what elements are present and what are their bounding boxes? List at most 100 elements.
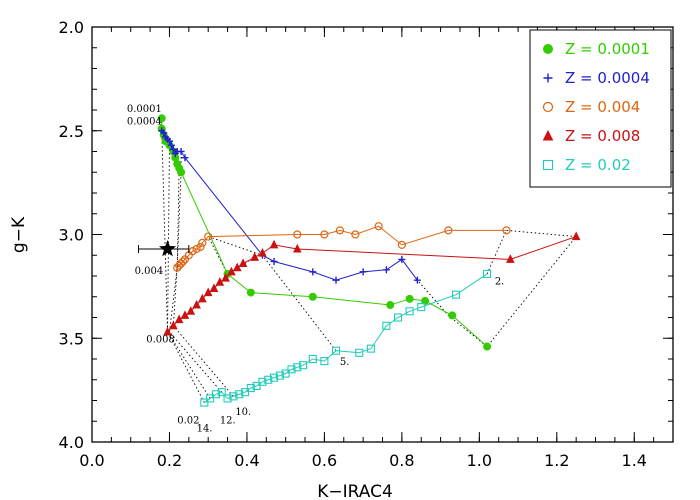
data-point xyxy=(417,303,426,312)
series xyxy=(163,231,581,336)
data-point xyxy=(157,114,166,123)
annotation-label: 0.0001 xyxy=(127,104,162,115)
data-point xyxy=(292,243,302,253)
data-point xyxy=(211,390,220,399)
data-point xyxy=(281,369,290,378)
isochrone-line xyxy=(417,229,578,348)
data-point xyxy=(180,310,190,319)
legend-label: Z = 0.02 xyxy=(565,156,631,174)
data-point xyxy=(309,268,317,276)
data-point xyxy=(200,398,209,407)
series xyxy=(200,269,492,407)
data-point xyxy=(483,342,492,351)
data-point xyxy=(393,313,403,322)
x-tick-label: 0.4 xyxy=(234,451,259,470)
data-point xyxy=(186,306,196,315)
data-point xyxy=(192,299,201,309)
data-point xyxy=(238,258,248,268)
data-point xyxy=(444,226,453,235)
isochrone-line xyxy=(165,134,211,399)
legend-item: Z = 0.008 xyxy=(542,127,640,145)
data-point xyxy=(543,73,553,83)
annotation-label: 0.004 xyxy=(135,266,164,277)
data-point xyxy=(382,321,391,330)
y-tick-label: 2.0 xyxy=(59,18,84,37)
data-point xyxy=(229,392,238,401)
data-point xyxy=(177,168,186,177)
data-point xyxy=(398,255,406,263)
data-point xyxy=(169,145,177,153)
data-point xyxy=(405,294,414,303)
data-point xyxy=(252,381,261,391)
legend-label: Z = 0.004 xyxy=(565,98,640,116)
annotation-label: 14. xyxy=(197,424,213,435)
data-point xyxy=(209,283,219,292)
legend-label: Z = 0.008 xyxy=(565,127,640,145)
data-point xyxy=(198,238,207,247)
data-point xyxy=(320,357,329,366)
annotation-label: 12. xyxy=(220,415,236,426)
data-point xyxy=(240,388,250,397)
data-point xyxy=(192,244,201,254)
annotation-label: 5. xyxy=(340,357,350,368)
data-point xyxy=(351,230,360,239)
series xyxy=(173,222,511,272)
data-point xyxy=(246,288,255,297)
x-tick-label: 0.2 xyxy=(157,451,182,470)
data-point xyxy=(269,239,279,249)
data-point xyxy=(452,290,461,299)
data-point xyxy=(258,377,267,386)
x-tick-label: 0.0 xyxy=(79,451,104,470)
x-tick-label: 0.6 xyxy=(312,451,337,470)
data-point xyxy=(269,373,279,382)
data-point xyxy=(169,320,178,330)
data-point xyxy=(198,293,207,303)
data-point xyxy=(320,230,329,239)
data-point xyxy=(405,307,414,316)
data-point xyxy=(308,354,317,364)
data-point xyxy=(293,363,302,372)
legend-label: Z = 0.0001 xyxy=(565,40,650,58)
data-point xyxy=(355,348,364,357)
data-point xyxy=(204,232,213,241)
data-point xyxy=(506,254,515,263)
data-point xyxy=(275,371,284,380)
x-axis-title: K−IRAC4 xyxy=(317,482,393,500)
data-point xyxy=(235,390,244,399)
data-point xyxy=(177,148,185,155)
data-point xyxy=(502,226,511,235)
star-marker xyxy=(159,240,177,257)
data-point xyxy=(264,375,273,384)
x-tick-label: 0.8 xyxy=(389,451,414,470)
data-point xyxy=(386,301,395,310)
axes: 0.0 0.2 0.4 0.6 0.8 1.0 1.2 1.4 2.0 2.5 3.0 3.5 4.0 xyxy=(59,18,674,470)
annotation-label: 0.008 xyxy=(146,334,175,345)
data-point xyxy=(246,383,255,393)
data-point xyxy=(366,344,375,353)
data-point xyxy=(270,257,278,265)
data-point xyxy=(203,287,213,297)
x-tick-label: 1.4 xyxy=(622,451,647,470)
data-point xyxy=(359,268,367,276)
data-point xyxy=(293,230,302,239)
data-point xyxy=(167,141,175,149)
data-point xyxy=(332,276,340,284)
data-point xyxy=(232,262,242,272)
data-point xyxy=(163,326,172,336)
annotation-label: 2. xyxy=(495,276,505,287)
data-series xyxy=(157,114,581,407)
data-point xyxy=(287,365,296,374)
series-line xyxy=(176,225,507,269)
legend-item: Z = 0.0001 xyxy=(543,40,650,58)
legend-item: Z = 0.004 xyxy=(542,98,640,116)
data-point xyxy=(542,159,554,171)
y-tick-label: 4.0 xyxy=(59,433,84,452)
x-tick-label: 1.0 xyxy=(467,451,492,470)
data-point xyxy=(335,226,344,235)
data-point xyxy=(542,129,554,141)
y-tick-label: 3.0 xyxy=(59,226,84,245)
data-point xyxy=(483,269,492,278)
legend-box xyxy=(529,29,672,188)
data-point xyxy=(542,101,554,113)
data-point xyxy=(258,248,267,257)
